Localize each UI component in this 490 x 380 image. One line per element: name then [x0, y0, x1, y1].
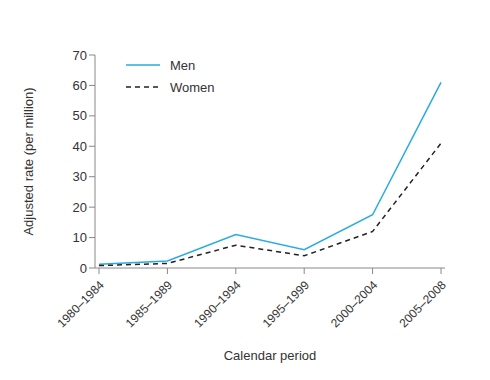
svg-text:0: 0 [80, 261, 87, 276]
svg-text:40: 40 [73, 139, 87, 154]
svg-text:Adjusted rate (per million): Adjusted rate (per million) [21, 87, 36, 235]
svg-text:2000–2004: 2000–2004 [328, 278, 381, 331]
svg-text:70: 70 [73, 48, 87, 63]
svg-text:20: 20 [73, 200, 87, 215]
svg-text:30: 30 [73, 169, 87, 184]
svg-text:60: 60 [73, 78, 87, 93]
svg-text:50: 50 [73, 108, 87, 123]
svg-text:1990–1994: 1990–1994 [191, 278, 244, 331]
html-text:Men: Men [170, 57, 196, 73]
svg-text:1995–1999: 1995–1999 [260, 278, 313, 331]
svg-text:10: 10 [73, 230, 87, 245]
html-text:Women: Women [170, 79, 215, 95]
svg-text:2005–2008: 2005–2008 [396, 278, 449, 331]
svg-text:1985–1989: 1985–1989 [123, 278, 176, 331]
svg-text:1980–1984: 1980–1984 [54, 278, 107, 331]
svg-text:Calendar period: Calendar period [224, 348, 317, 363]
